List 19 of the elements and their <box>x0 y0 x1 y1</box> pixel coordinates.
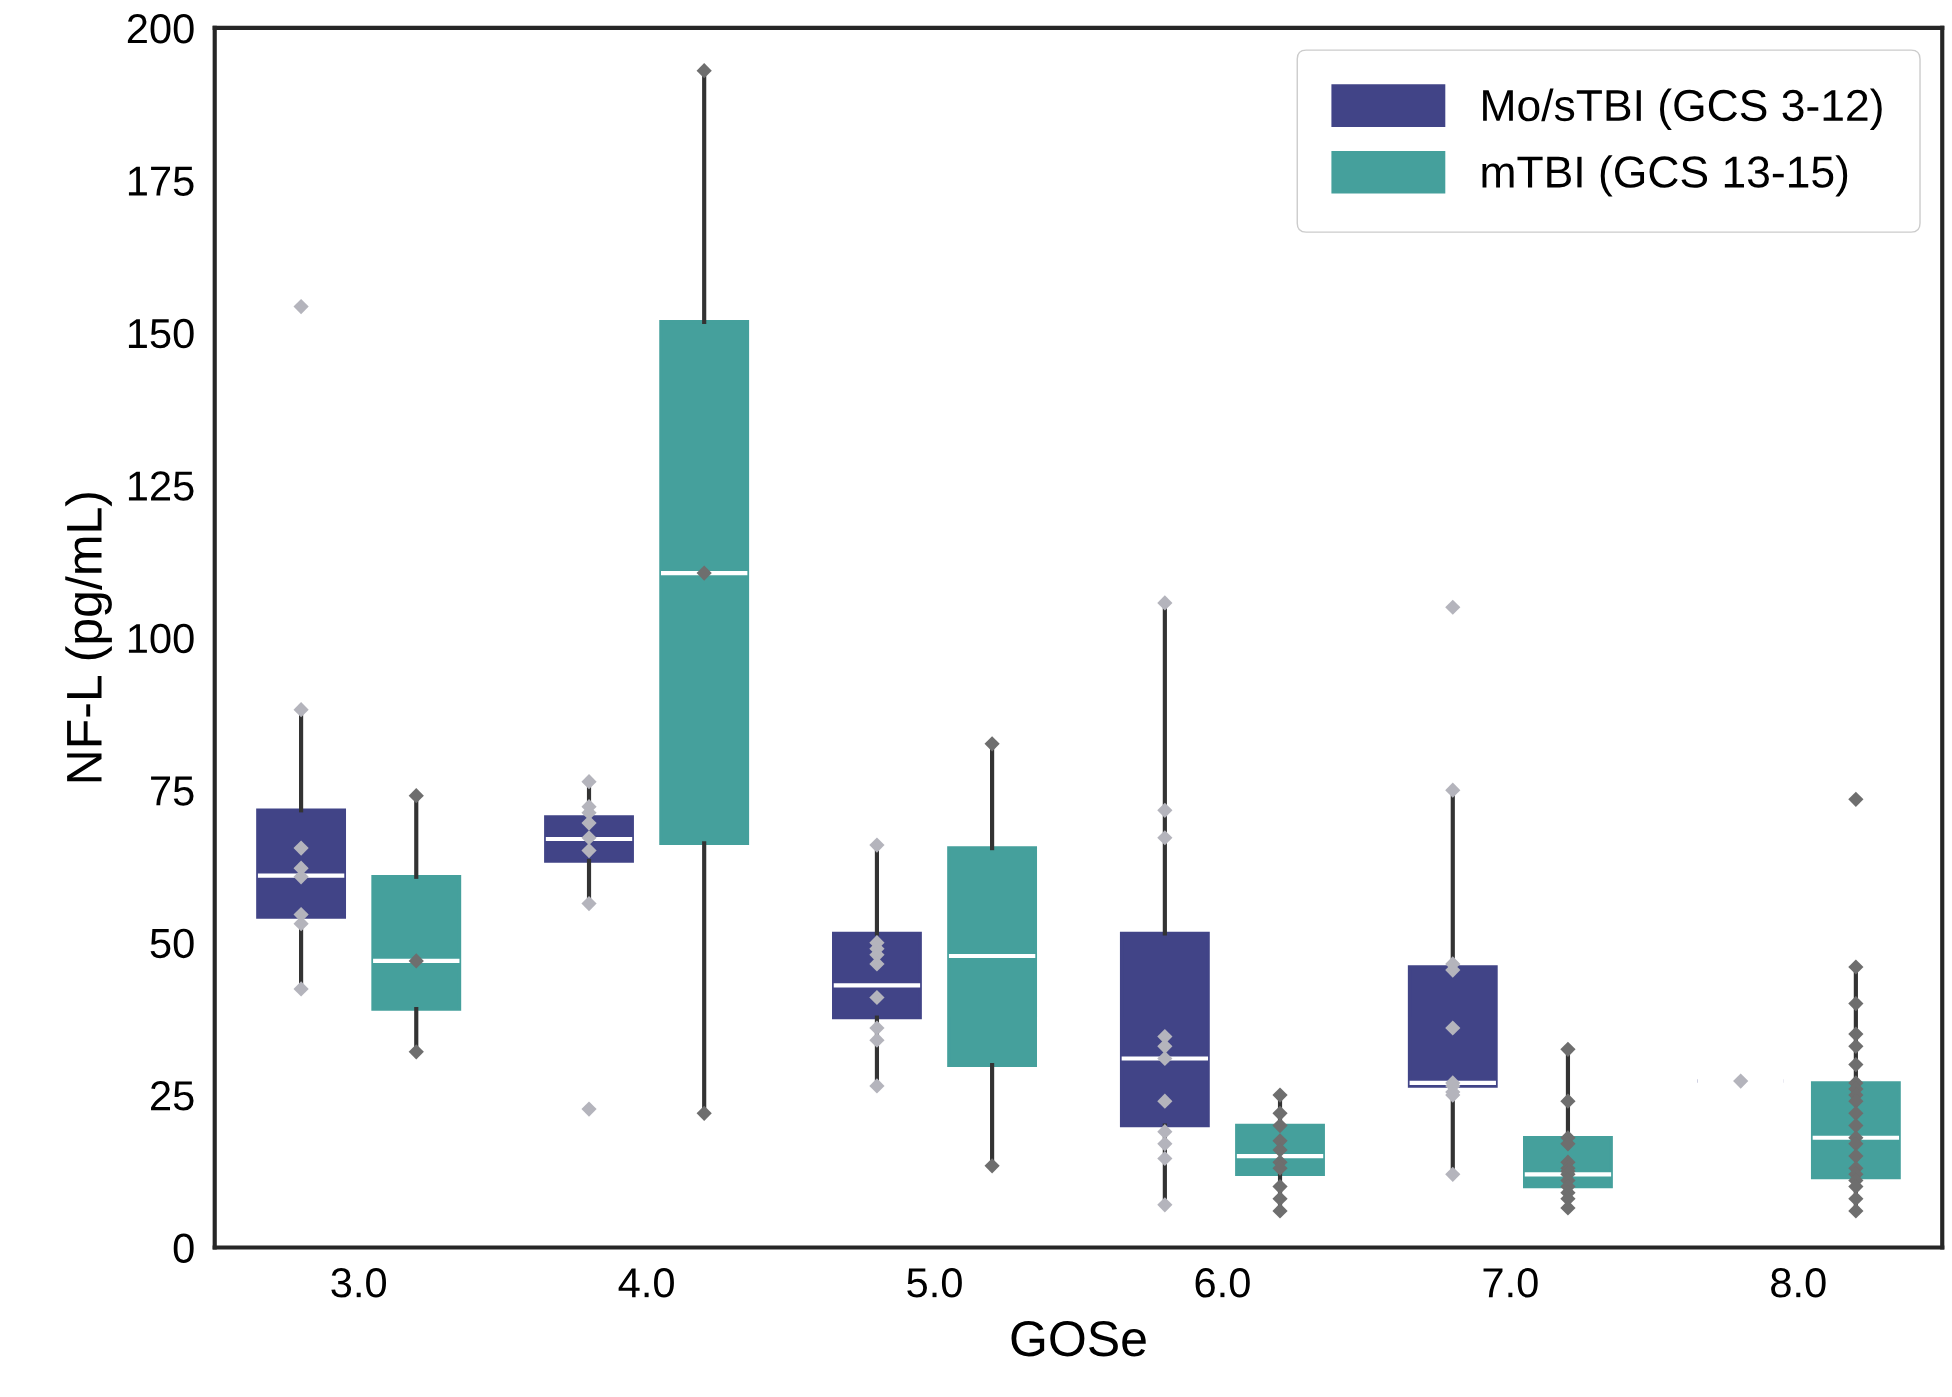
y-tick-label: 125 <box>128 471 194 501</box>
x-tick-label: 3.0 <box>331 1268 387 1298</box>
y-tick-label: 200 <box>127 13 194 44</box>
y-tick-label: 150 <box>128 318 194 349</box>
legend-label: mTBI (GCS 13-15) <box>1482 155 1848 197</box>
y-tick-label: 25 <box>151 1081 194 1111</box>
x-tick-label: 7.0 <box>1483 1268 1538 1298</box>
x-tick-label: 4.0 <box>618 1268 674 1298</box>
y-tick-label: 100 <box>128 623 194 654</box>
x-tick-label: 8.0 <box>1771 1268 1826 1298</box>
legend-label: Mo/sTBI (GCS 3-12) <box>1483 88 1882 131</box>
x-axis-title: GOSe <box>1011 1321 1146 1357</box>
x-tick-label: 6.0 <box>1195 1268 1250 1298</box>
y-tick-label: 75 <box>151 776 194 806</box>
y-axis-title: NF-L (pg/mL) <box>65 493 112 782</box>
y-tick-label: 0 <box>173 1233 194 1264</box>
x-tick-label: 5.0 <box>907 1268 962 1298</box>
y-tick-label: 175 <box>128 166 194 196</box>
y-tick-label: 50 <box>150 928 194 959</box>
